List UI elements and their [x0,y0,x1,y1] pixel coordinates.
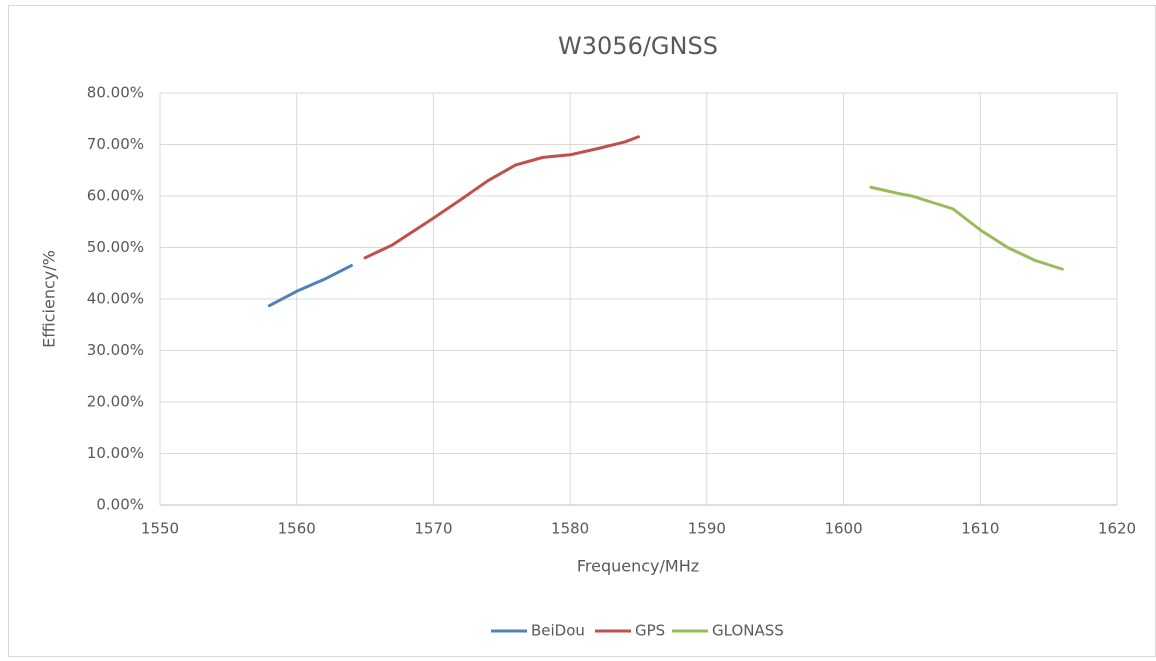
y-tick-label: 30.00% [87,341,144,359]
y-tick-label: 40.00% [87,290,144,308]
legend-label: GLONASS [712,622,784,640]
x-tick-label: 1570 [414,520,452,538]
x-tick-label: 1590 [688,520,726,538]
y-tick-label: 60.00% [87,187,144,205]
y-tick-label: 0.00% [96,496,144,514]
x-tick-label: 1620 [1098,520,1136,538]
legend-label: GPS [635,622,665,640]
legend-label: BeiDou [531,622,585,640]
chart-area [8,5,1156,657]
x-tick-label: 1560 [278,520,316,538]
chart-title: W3056/GNSS [558,32,718,60]
x-tick-label: 1550 [141,520,179,538]
x-tick-label: 1610 [961,520,999,538]
y-tick-label: 50.00% [87,238,144,256]
y-axis-label: Efficiency/% [40,250,59,348]
series-line [363,135,640,260]
y-tick-label: 70.00% [87,135,144,153]
y-tick-label: 80.00% [87,84,144,102]
x-axis-label: Frequency/MHz [577,557,699,576]
series-line [869,185,1064,271]
series-line [267,264,353,308]
x-tick-label: 1580 [551,520,589,538]
y-tick-label: 10.00% [87,444,144,462]
x-tick-label: 1600 [824,520,862,538]
y-tick-label: 20.00% [87,393,144,411]
